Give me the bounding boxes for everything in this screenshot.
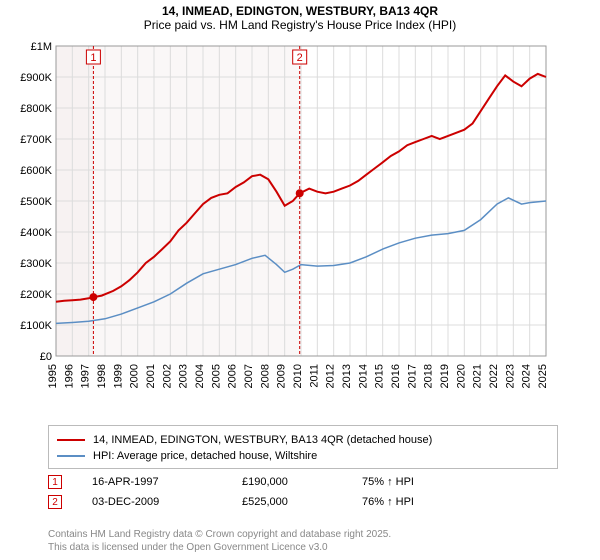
x-tick-label: 1996 (63, 364, 75, 388)
sale-date: 03-DEC-2009 (92, 496, 242, 508)
x-tick-label: 2007 (243, 364, 255, 388)
x-tick-label: 2024 (521, 364, 533, 388)
x-tick-label: 1997 (80, 364, 92, 388)
sale-number: 2 (297, 52, 303, 64)
x-tick-label: 2002 (161, 364, 173, 388)
x-tick-label: 2001 (145, 364, 157, 388)
y-tick-label: £700K (20, 134, 52, 146)
x-tick-label: 2009 (276, 364, 288, 388)
sale-number: 1 (90, 52, 96, 64)
x-tick-label: 2023 (504, 364, 516, 388)
legend-swatch (57, 439, 85, 442)
x-tick-label: 2019 (439, 364, 451, 388)
sales-table: 1 16-APR-1997£190,00075% ↑ HPI 2 03-DEC-200… (48, 472, 558, 512)
legend: 14, INMEAD, EDINGTON, WESTBURY, BA13 4QR… (48, 425, 558, 469)
sale-marker (90, 294, 97, 301)
x-tick-label: 2000 (129, 364, 141, 388)
x-tick-label: 2011 (308, 364, 320, 388)
sale-index-box: 1 (48, 475, 62, 489)
y-tick-label: £0 (40, 351, 52, 363)
y-tick-label: £400K (20, 227, 52, 239)
page-title: 14, INMEAD, EDINGTON, WESTBURY, BA13 4QR (0, 0, 600, 18)
sale-index-box: 2 (48, 495, 62, 509)
legend-row: 14, INMEAD, EDINGTON, WESTBURY, BA13 4QR… (57, 432, 549, 448)
x-tick-label: 2013 (341, 364, 353, 388)
x-tick-label: 2008 (259, 364, 271, 388)
x-tick-label: 2021 (472, 364, 484, 388)
page-subtitle: Price paid vs. HM Land Registry's House … (0, 18, 600, 34)
x-tick-label: 1999 (112, 364, 124, 388)
sale-delta: 75% ↑ HPI (362, 476, 558, 488)
x-tick-label: 2004 (194, 364, 206, 388)
legend-swatch (57, 455, 85, 457)
x-tick-label: 2016 (390, 364, 402, 388)
x-tick-label: 2012 (325, 364, 337, 388)
x-tick-label: 2015 (374, 364, 386, 388)
x-tick-label: 2025 (537, 364, 549, 388)
table-row: 2 03-DEC-2009£525,00076% ↑ HPI (48, 492, 558, 512)
footer-attribution: Contains HM Land Registry data © Crown c… (48, 528, 391, 554)
sale-date: 16-APR-1997 (92, 476, 242, 488)
x-tick-label: 2010 (292, 364, 304, 388)
y-tick-label: £500K (20, 196, 52, 208)
x-tick-label: 2020 (455, 364, 467, 388)
table-row: 1 16-APR-1997£190,00075% ↑ HPI (48, 472, 558, 492)
footer-line1: Contains HM Land Registry data © Crown c… (48, 528, 391, 541)
sale-delta: 76% ↑ HPI (362, 496, 558, 508)
price-chart: £0 £100K £200K £300K £400K £500K £600K £700K £80… (10, 40, 590, 420)
sale-price: £525,000 (242, 496, 362, 508)
y-tick-label: £100K (20, 320, 52, 332)
legend-row: HPI: Average price, detached house, Wilt… (57, 448, 549, 464)
x-tick-label: 2003 (178, 364, 190, 388)
x-tick-label: 2022 (488, 364, 500, 388)
x-tick-label: 1998 (96, 364, 108, 388)
x-tick-label: 2005 (210, 364, 222, 388)
legend-label: 14, INMEAD, EDINGTON, WESTBURY, BA13 4QR… (93, 434, 432, 446)
y-tick-label: £900K (20, 72, 52, 84)
chart-svg: £0 £100K £200K £300K £400K £500K £600K £700K £80… (10, 40, 550, 400)
x-tick-label: 2014 (357, 364, 369, 388)
x-tick-label: 1995 (47, 364, 59, 388)
legend-label: HPI: Average price, detached house, Wilt… (93, 450, 317, 462)
x-tick-label: 2006 (227, 364, 239, 388)
sale-price: £190,000 (242, 476, 362, 488)
y-tick-label: £600K (20, 165, 52, 177)
y-tick-label: £1M (31, 41, 52, 53)
footer-line2: This data is licensed under the Open Gov… (48, 541, 391, 554)
sale-marker (296, 190, 303, 197)
y-tick-label: £300K (20, 258, 52, 270)
x-tick-label: 2018 (423, 364, 435, 388)
y-tick-label: £800K (20, 103, 52, 115)
y-tick-label: £200K (20, 289, 52, 301)
x-tick-label: 2017 (406, 364, 418, 388)
